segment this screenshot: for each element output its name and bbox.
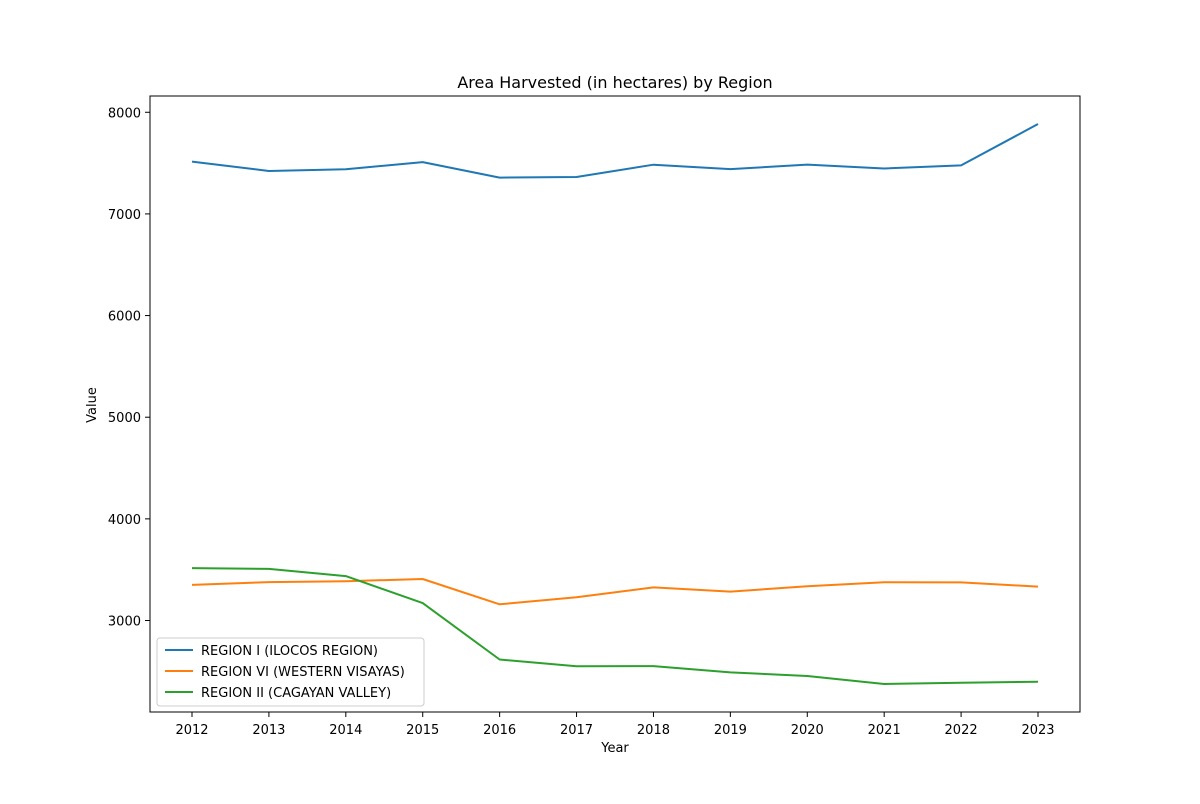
series-line-1	[191, 123, 1039, 179]
y-axis-ticks: 3000 4000 5000 6000 7000 8000	[108, 106, 150, 630]
x-tick-label: 2015	[406, 723, 439, 738]
y-tick-label: 8000	[108, 106, 141, 121]
y-tick-label: 6000	[108, 310, 141, 325]
x-tick-label: 2013	[252, 723, 285, 738]
legend-label: REGION II (CAGAYAN VALLEY)	[201, 686, 391, 701]
x-tick-label: 2022	[945, 723, 978, 738]
x-axis-ticks: 2012 2013 2014 2015 2016 2017 2018 2019 2020 2021…	[175, 712, 1055, 738]
legend: REGION I (ILOCOS REGION) REGION VI (WESTE…	[156, 637, 425, 707]
plot-area	[149, 95, 1081, 713]
x-tick-label: 2018	[637, 723, 670, 738]
y-tick-label: 3000	[108, 615, 141, 630]
series-lines	[191, 123, 1039, 685]
x-tick-label: 2023	[1021, 723, 1054, 738]
series-line-2	[191, 578, 1039, 606]
legend-label: REGION I (ILOCOS REGION)	[201, 644, 378, 659]
x-tick-label: 2021	[868, 723, 901, 738]
y-tick-label: 7000	[108, 208, 141, 223]
x-tick-label: 2020	[791, 723, 824, 738]
x-tick-label: 2019	[714, 723, 747, 738]
y-tick-label: 5000	[108, 411, 141, 426]
x-tick-label: 2017	[560, 723, 593, 738]
x-axis-title: Year	[600, 741, 629, 756]
legend-label: REGION VI (WESTERN VISAYAS)	[201, 665, 405, 680]
x-tick-label: 2016	[483, 723, 516, 738]
plot-frame	[149, 95, 1081, 713]
x-tick-label: 2012	[175, 723, 208, 738]
x-tick-label: 2014	[329, 723, 362, 738]
chart-title: Area Harvested (in hectares) by Region	[457, 73, 772, 92]
y-tick-label: 4000	[108, 513, 141, 528]
series-line-3	[191, 567, 1039, 685]
legend-box	[156, 637, 425, 707]
y-axis-title: Value	[85, 387, 100, 423]
